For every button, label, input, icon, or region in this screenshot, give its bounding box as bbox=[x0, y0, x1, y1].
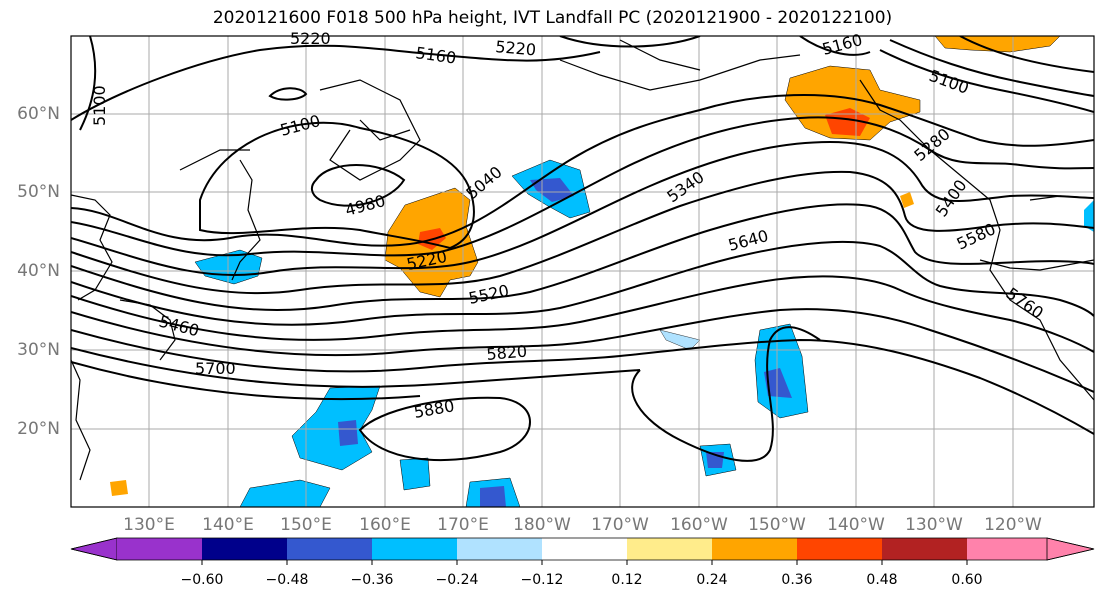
lon-label: 160°E bbox=[359, 515, 411, 535]
lon-label: 180°W bbox=[513, 515, 571, 535]
lon-label: 170°W bbox=[591, 515, 649, 535]
colorbar-segment bbox=[712, 538, 797, 560]
colorbar-tick-label: −0.12 bbox=[520, 572, 564, 588]
colorbar-segment bbox=[882, 538, 967, 560]
colorbar-segment bbox=[372, 538, 457, 560]
lon-label: 170°E bbox=[437, 515, 489, 535]
colorbar-segment bbox=[542, 538, 627, 560]
contour-label: 5100 bbox=[927, 66, 972, 98]
contour-label: 5100 bbox=[278, 111, 322, 140]
colorbar-tick-label: 0.60 bbox=[951, 572, 983, 588]
contour-label: 5700 bbox=[195, 359, 236, 378]
lon-label: 130°E bbox=[123, 515, 175, 535]
contour-label: 5520 bbox=[467, 281, 511, 308]
colorbar-segment bbox=[627, 538, 712, 560]
colorbar-tick-label: −0.60 bbox=[180, 572, 224, 588]
colorbar-segment bbox=[967, 538, 1047, 560]
colorbar-tick-label: 0.12 bbox=[611, 572, 643, 588]
colorbar-segment bbox=[457, 538, 542, 560]
lat-label: 30°N bbox=[17, 340, 60, 360]
colorbar-tick-label: −0.36 bbox=[350, 572, 394, 588]
contour-label: 5820 bbox=[486, 342, 528, 364]
lat-label: 60°N bbox=[17, 104, 60, 124]
colorbar-tick-label: 0.36 bbox=[781, 572, 813, 588]
colorbar-segment bbox=[287, 538, 372, 560]
contour-label: 4980 bbox=[343, 191, 387, 220]
lon-label: 150°W bbox=[748, 515, 806, 535]
colorbar-lower-extend bbox=[70, 537, 118, 561]
lon-label: 140°E bbox=[202, 515, 254, 535]
colorbar bbox=[70, 537, 1095, 565]
contour-label: 5100 bbox=[90, 85, 109, 126]
colorbar-segment bbox=[202, 538, 287, 560]
gridlines bbox=[71, 36, 1094, 507]
lon-label: 130°W bbox=[905, 515, 963, 535]
lon-label: 150°E bbox=[280, 515, 332, 535]
lon-label: 120°W bbox=[984, 515, 1042, 535]
lat-label: 40°N bbox=[17, 261, 60, 281]
contour-label: 5220 bbox=[495, 37, 537, 59]
contour-label: 5880 bbox=[412, 396, 455, 422]
lat-label: 50°N bbox=[17, 182, 60, 202]
contour-label: 5340 bbox=[663, 167, 707, 206]
lat-label: 20°N bbox=[17, 419, 60, 439]
colorbar-tick-label: −0.48 bbox=[265, 572, 309, 588]
colorbar-tick-label: 0.48 bbox=[866, 572, 898, 588]
ivt-shading bbox=[110, 36, 1094, 507]
colorbar-tick-label: −0.24 bbox=[435, 572, 479, 588]
contour-label: 5040 bbox=[462, 162, 505, 203]
contour-label: 5160 bbox=[414, 43, 457, 67]
contour-label: 5220 bbox=[290, 29, 331, 48]
lon-label: 160°W bbox=[670, 515, 728, 535]
contour-label: 5760 bbox=[1003, 284, 1047, 323]
contour-label: 5580 bbox=[954, 219, 999, 253]
map-title: 2020121600 F018 500 hPa height, IVT Land… bbox=[212, 8, 893, 28]
colorbar-upper-extend bbox=[1046, 537, 1095, 561]
lon-label: 140°W bbox=[827, 515, 885, 535]
map-frame bbox=[70, 35, 1095, 508]
colorbar-segment bbox=[117, 538, 202, 560]
height-contours bbox=[71, 36, 1094, 462]
colorbar-tick-label: 0.24 bbox=[696, 572, 728, 588]
colorbar-segment bbox=[797, 538, 882, 560]
